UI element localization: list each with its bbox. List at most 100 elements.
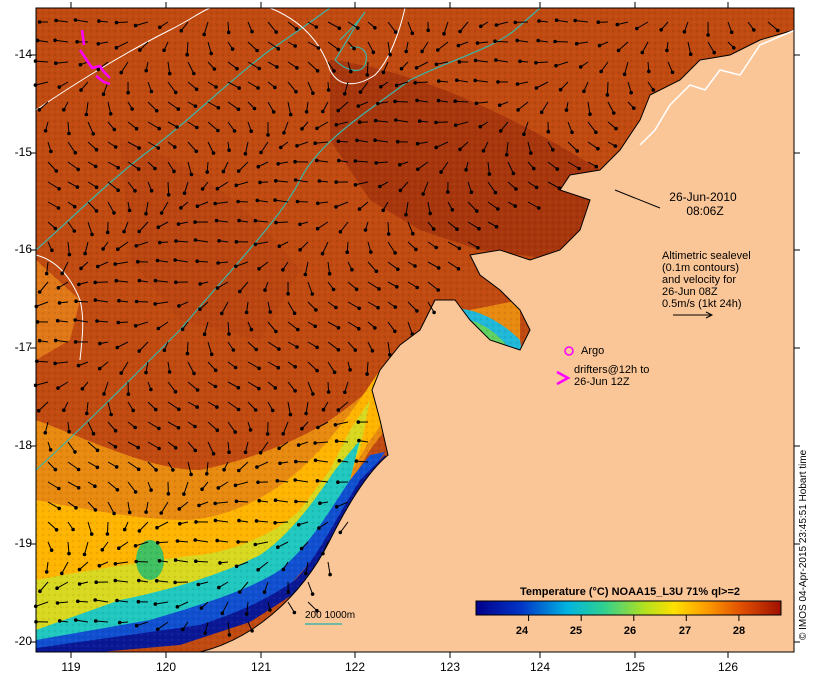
velocity-arrow-head [605, 93, 610, 97]
velocity-arrow-head [415, 309, 419, 313]
velocity-arrow [95, 299, 109, 303]
velocity-arrow-head [114, 278, 119, 283]
velocity-arrow-head [262, 590, 267, 594]
velocity-arrow-head [156, 225, 161, 229]
velocity-arrow-head [317, 526, 321, 530]
velocity-arrow-head [564, 108, 569, 112]
velocity-arrow-head [615, 22, 620, 27]
velocity-arrow [317, 421, 329, 428]
velocity-arrow-head [173, 580, 177, 585]
velocity-arrow [347, 301, 360, 309]
velocity-arrow-head [414, 66, 419, 70]
velocity-arrow [307, 381, 314, 395]
velocity-arrow-head [253, 542, 258, 547]
velocity-arrow-head [173, 145, 177, 149]
velocity-arrow-head [130, 107, 134, 111]
velocity-arrow-head [198, 307, 202, 312]
velocity-arrow [116, 21, 129, 24]
drifters-line: 26-Jun 12Z [574, 376, 630, 388]
velocity-arrow-head [175, 539, 180, 543]
velocity-arrow [260, 441, 269, 453]
velocity-arrow [67, 241, 70, 255]
velocity-arrow-head [258, 180, 262, 185]
velocity-arrow [187, 141, 197, 152]
velocity-arrow [617, 21, 629, 26]
velocity-arrow [107, 501, 115, 514]
velocity-arrow-head [35, 38, 40, 43]
velocity-arrow [67, 161, 79, 170]
velocity-arrow-head [353, 183, 358, 187]
velocity-arrow-head [464, 168, 468, 172]
velocity-arrow-head [331, 287, 336, 292]
velocity-arrow [61, 261, 69, 274]
velocity-arrow [67, 441, 76, 453]
velocity-arrow-head [303, 272, 308, 277]
velocity-arrow-head [93, 619, 98, 623]
velocity-arrow-head [494, 58, 498, 62]
velocity-arrow [178, 501, 189, 510]
velocity-arrow-head [93, 298, 98, 302]
velocity-arrow-head [396, 267, 400, 272]
velocity-arrow [207, 341, 213, 355]
velocity-arrow [39, 581, 49, 592]
velocity-arrow-head [237, 86, 241, 90]
velocity-arrow [427, 261, 439, 269]
velocity-arrow-head [200, 487, 204, 492]
velocity-arrow [215, 501, 229, 504]
velocity-arrow-head [175, 605, 180, 609]
velocity-arrow-head [356, 420, 361, 424]
velocity-arrow-head [574, 41, 579, 46]
velocity-arrow-head [270, 408, 275, 413]
velocity-arrow [167, 161, 175, 172]
velocity-arrow-head [212, 67, 217, 71]
velocity-arrow-head [37, 108, 42, 112]
velocity-arrow-head [478, 124, 483, 129]
velocity-arrow-head [365, 372, 369, 376]
velocity-arrow-head [117, 546, 121, 551]
velocity-arrow [636, 21, 649, 29]
velocity-arrow-head [596, 146, 600, 151]
velocity-arrow [356, 139, 369, 143]
legend-line: (0.1m contours) [662, 262, 740, 274]
velocity-arrow-head [93, 508, 98, 512]
velocity-arrow [476, 101, 489, 104]
velocity-arrow [207, 361, 217, 371]
velocity-arrow-head [122, 229, 126, 234]
velocity-arrow-head [211, 451, 216, 456]
x-tick-label: 124 [529, 660, 551, 674]
velocity-arrow [600, 61, 609, 72]
velocity-arrow-head [53, 226, 58, 231]
velocity-arrow-head [44, 271, 49, 276]
velocity-arrow-head [205, 472, 209, 476]
velocity-arrow [275, 180, 289, 183]
velocity-arrow-head [53, 338, 58, 343]
velocity-arrow-head [334, 205, 338, 209]
velocity-arrow-head [354, 287, 359, 292]
velocity-arrow [506, 141, 509, 155]
velocity-arrow-head [376, 305, 380, 310]
velocity-arrow-head [334, 123, 339, 127]
velocity-arrow-head [432, 310, 436, 315]
velocity-arrow-head [196, 582, 201, 587]
velocity-arrow [517, 39, 529, 43]
velocity-arrow-head [179, 28, 184, 33]
velocity-arrow [437, 41, 449, 51]
velocity-arrow-head [599, 69, 603, 74]
velocity-arrow-head [57, 486, 61, 491]
velocity-arrow [427, 301, 435, 313]
colorbar-tick-label: 25 [569, 625, 583, 637]
velocity-arrow [107, 481, 118, 491]
velocity-arrow [278, 441, 289, 449]
velocity-arrow-head [112, 211, 116, 215]
velocity-arrow [184, 181, 189, 194]
velocity-arrow-head [632, 106, 636, 110]
velocity-arrow [127, 181, 136, 192]
velocity-arrow [305, 401, 309, 414]
velocity-arrow-head [334, 505, 339, 509]
velocity-arrow-head [244, 612, 249, 616]
velocity-arrow-head [395, 285, 399, 289]
velocity-arrow [260, 141, 269, 153]
velocity-arrow-head [257, 386, 261, 391]
velocity-arrow-head [144, 68, 148, 73]
velocity-arrow-head [265, 432, 270, 436]
